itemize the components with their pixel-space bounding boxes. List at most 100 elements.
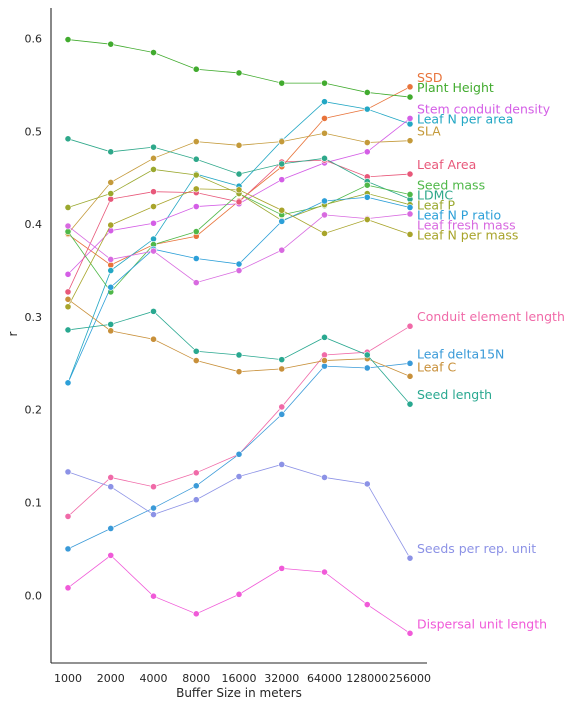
- series-label: SSD: [417, 70, 443, 85]
- data-point: [406, 170, 414, 178]
- data-point: [64, 270, 72, 278]
- data-point: [192, 65, 200, 73]
- data-point: [235, 267, 243, 274]
- data-point: [64, 545, 72, 553]
- data-point: [192, 155, 200, 163]
- data-point: [64, 295, 72, 303]
- y-tick-label: 0.5: [25, 125, 43, 138]
- data-point: [192, 496, 200, 504]
- data-point: [278, 564, 286, 572]
- data-point: [406, 137, 414, 145]
- series-label: Leaf N P ratio: [417, 207, 501, 222]
- series-label: LDMC: [417, 187, 453, 202]
- series-leaf-delta15n: [64, 359, 414, 553]
- data-point: [278, 356, 286, 364]
- x-tick-label: 256000: [389, 672, 431, 685]
- data-point: [150, 483, 157, 491]
- data-point: [192, 255, 200, 262]
- data-point: [150, 203, 157, 210]
- data-point: [107, 474, 115, 481]
- data-point: [406, 400, 414, 408]
- data-point: [192, 469, 200, 477]
- data-point: [363, 216, 371, 223]
- data-point: [64, 36, 72, 43]
- data-point: [406, 191, 414, 198]
- data-point: [192, 228, 200, 235]
- data-point: [235, 473, 243, 480]
- data-point: [235, 351, 243, 359]
- data-point: [64, 135, 72, 143]
- data-point: [278, 160, 286, 168]
- data-point: [192, 203, 200, 210]
- series-leaf-n-per-mass: [64, 185, 414, 311]
- data-point: [192, 357, 200, 364]
- data-point: [150, 511, 157, 518]
- data-point: [363, 351, 371, 359]
- data-point: [235, 186, 243, 194]
- data-point: [406, 359, 414, 367]
- y-axis-title: r: [6, 331, 20, 336]
- data-point: [64, 288, 72, 296]
- data-point: [107, 190, 115, 197]
- data-point: [64, 513, 72, 520]
- x-tick-label: 2000: [97, 672, 125, 685]
- data-point: [192, 138, 200, 145]
- data-point: [150, 247, 157, 255]
- data-point: [235, 198, 243, 206]
- series-leaf-fresh-mass: [64, 210, 414, 287]
- data-point: [321, 98, 328, 106]
- data-point: [107, 179, 115, 186]
- data-point: [406, 93, 414, 101]
- series-label: Leaf Area: [417, 157, 476, 172]
- series-label: Seed length: [417, 387, 492, 402]
- series-label: SLA: [417, 124, 441, 139]
- data-point: [363, 601, 371, 608]
- data-point: [363, 181, 371, 189]
- data-point: [406, 204, 414, 211]
- data-point: [235, 141, 243, 149]
- data-point: [150, 307, 157, 315]
- data-point: [235, 170, 243, 178]
- series-label: Leaf N per area: [417, 111, 513, 126]
- series-label: Seed mass: [417, 177, 485, 192]
- data-point: [235, 590, 243, 598]
- data-point: [107, 267, 115, 274]
- data-point: [192, 171, 200, 179]
- series-label: Leaf fresh mass: [417, 217, 516, 232]
- data-point: [363, 364, 371, 372]
- series-plant-height: [64, 36, 414, 101]
- data-point: [150, 143, 157, 151]
- data-point: [321, 197, 328, 205]
- series-label: Seeds per rep. unit: [417, 541, 536, 556]
- data-point: [64, 204, 72, 211]
- data-point: [150, 335, 157, 343]
- data-point: [150, 166, 157, 173]
- data-point: [406, 372, 414, 380]
- data-point: [192, 482, 200, 490]
- y-tick-label: 0.2: [25, 404, 43, 417]
- data-point: [192, 185, 200, 193]
- data-point: [321, 115, 328, 122]
- data-point: [150, 154, 157, 162]
- data-point: [406, 554, 414, 562]
- data-point: [64, 468, 72, 476]
- data-point: [278, 79, 286, 87]
- data-point: [278, 246, 286, 254]
- data-point: [363, 139, 371, 146]
- data-point: [278, 461, 286, 468]
- series-label: Plant Height: [417, 80, 494, 95]
- data-point: [363, 480, 371, 488]
- data-point: [406, 629, 414, 637]
- data-point: [107, 320, 115, 328]
- series-label: Leaf delta15N: [417, 346, 504, 361]
- series-dispersal-unit-length: [64, 551, 414, 637]
- data-point: [321, 474, 328, 481]
- data-point: [150, 504, 157, 512]
- data-point: [406, 230, 414, 238]
- data-point: [107, 256, 115, 263]
- data-point: [363, 148, 371, 156]
- data-point: [321, 79, 328, 87]
- x-tick-label: 8000: [182, 672, 210, 685]
